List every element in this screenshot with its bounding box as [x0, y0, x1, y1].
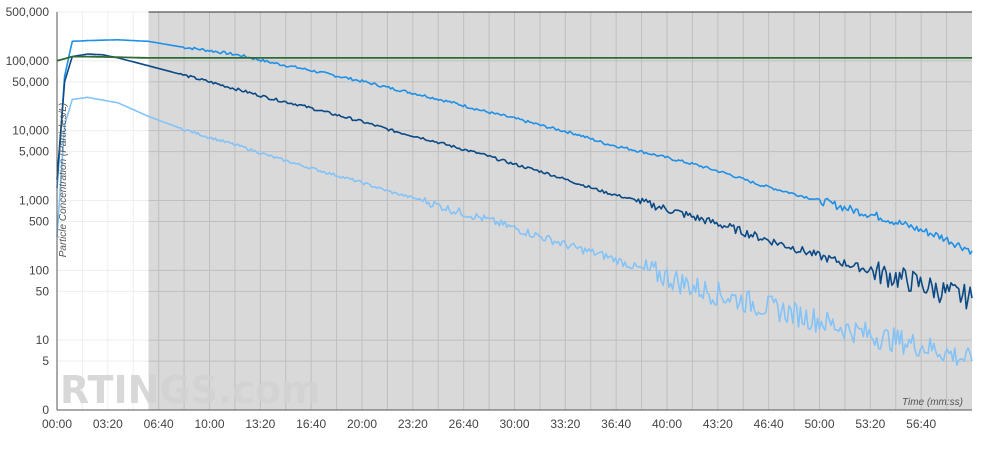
x-tick-label: 46:40 — [754, 417, 784, 431]
y-tick-label: 50,000 — [12, 75, 49, 89]
x-tick-labels: 00:00 03:20 06:40 10:00 13:20 16:40 20:00 23:20… — [42, 417, 937, 431]
x-tick-label: 33:20 — [550, 417, 580, 431]
x-tick-label: 23:20 — [398, 417, 428, 431]
axes — [56, 11, 972, 411]
x-tick-label: 10:00 — [194, 417, 224, 431]
y-tick-label: 10,000 — [12, 124, 49, 138]
y-tick-label: 1,000 — [19, 193, 49, 207]
x-axis-title: Time (mm:ss) — [902, 397, 963, 408]
series-lines — [56, 39, 973, 366]
y-tick-label: 500,000 — [6, 5, 50, 19]
x-tick-label: 50:00 — [804, 417, 834, 431]
x-tick-label: 40:00 — [652, 417, 682, 431]
series-line-1 — [56, 39, 973, 255]
x-tick-label: 16:40 — [296, 417, 326, 431]
x-tick-label: 26:40 — [449, 417, 479, 431]
series-line-4 — [56, 55, 972, 62]
y-tick-label: 0 — [42, 403, 49, 417]
y-tick-label: 100 — [29, 263, 49, 277]
y-axis-title: Particle Concentration (Particles/L) — [58, 103, 69, 258]
y-tick-label: 5 — [42, 354, 49, 368]
x-tick-label: 36:40 — [601, 417, 631, 431]
y-tick-label: 50 — [36, 284, 50, 298]
x-tick-label: 03:20 — [93, 417, 123, 431]
y-tick-label: 5,000 — [19, 145, 49, 159]
y-tick-labels: 500,000100,00050,00010,0005,0001,0005001… — [6, 5, 50, 417]
x-tick-label: 06:40 — [144, 417, 174, 431]
y-tick-label: 500 — [29, 215, 49, 229]
y-tick-label: 100,000 — [6, 54, 50, 68]
x-tick-label: 30:00 — [499, 417, 529, 431]
rtings-watermark: RTINGS.com — [60, 368, 321, 412]
x-tick-label: 20:00 — [347, 417, 377, 431]
x-tick-label: 43:20 — [703, 417, 733, 431]
grid-lines — [57, 11, 972, 410]
x-tick-label: 56:40 — [906, 417, 936, 431]
x-tick-label: 13:20 — [245, 417, 275, 431]
x-tick-label: 00:00 — [42, 417, 72, 431]
y-tick-label: 10 — [36, 333, 50, 347]
series-line-3 — [56, 96, 973, 366]
x-tick-label: 53:20 — [855, 417, 885, 431]
series-line-2 — [56, 53, 973, 310]
